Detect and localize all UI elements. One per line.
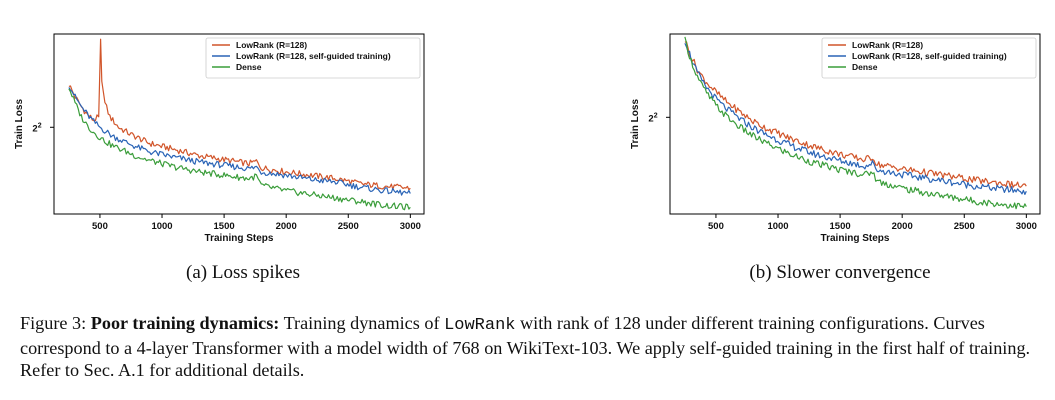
series-line-lowrank_self_guided — [684, 43, 1027, 195]
x-tick-label: 1500 — [214, 221, 235, 232]
figure-caption: Figure 3: Poor training dynamics: Traini… — [20, 312, 1045, 381]
legend-label: LowRank (R=128) — [236, 40, 307, 50]
legend-box — [821, 37, 1037, 79]
legend-label: Dense — [236, 62, 262, 72]
plot-frame — [53, 33, 425, 215]
x-tick-label: 1000 — [151, 221, 172, 232]
x-tick-label: 2000 — [276, 221, 297, 232]
caption-text-2: with rank of 128 under different trainin… — [20, 313, 1031, 380]
x-tick-label: 2000 — [892, 221, 913, 232]
x-tick-label: 500 — [708, 221, 724, 232]
caption-code: LowRank — [444, 316, 516, 335]
y-axis-title: Train Loss — [14, 99, 25, 149]
caption-label: Figure 3: — [20, 313, 91, 333]
series-line-lowrank — [68, 38, 411, 191]
chart-b: 500 1000 1500 2000 2500 3000 22 Training Steps T… — [630, 33, 1041, 244]
subcaption-b: (b) Slower convergence — [749, 262, 931, 283]
subcaption-a: (a) Loss spikes — [186, 262, 300, 283]
x-tick-label: 3000 — [400, 221, 421, 232]
x-tick-label: 2500 — [338, 221, 359, 232]
x-tick-label: 3000 — [1016, 221, 1037, 232]
x-tick-label: 1500 — [830, 221, 851, 232]
series-line-dense — [68, 88, 411, 211]
legend-label: LowRank (R=128, self-guided training) — [236, 51, 391, 61]
legend-box — [205, 37, 421, 79]
series-line-lowrank — [684, 41, 1027, 188]
x-tick-label: 2500 — [954, 221, 975, 232]
plot-frame — [669, 33, 1041, 215]
legend-label: LowRank (R=128, self-guided training) — [852, 51, 1007, 61]
y-axis-title: Train Loss — [630, 99, 641, 149]
chart-a: 500 1000 1500 2000 2500 3000 22 Training Steps T… — [14, 33, 425, 244]
x-tick-label: 1000 — [767, 221, 788, 232]
panel-a-loss-spikes: 500 1000 1500 2000 2500 3000 22 Training Steps T… — [14, 18, 454, 268]
series-line-lowrank_self_guided — [68, 87, 411, 196]
caption-text-1: Training dynamics of — [279, 313, 445, 333]
panel-b-slower-convergence: 500 1000 1500 2000 2500 3000 22 Training Steps T… — [630, 18, 1055, 268]
x-tick-label: 500 — [92, 221, 108, 232]
y-tick-label: 22 — [32, 122, 41, 134]
legend-label: LowRank (R=128) — [852, 40, 923, 50]
y-tick-label: 22 — [648, 112, 657, 124]
series-line-dense — [684, 36, 1027, 210]
caption-bold-title: Poor training dynamics: — [90, 313, 280, 333]
x-axis-title: Training Steps — [821, 233, 890, 244]
legend-label: Dense — [852, 62, 878, 72]
x-axis-title: Training Steps — [205, 233, 274, 244]
